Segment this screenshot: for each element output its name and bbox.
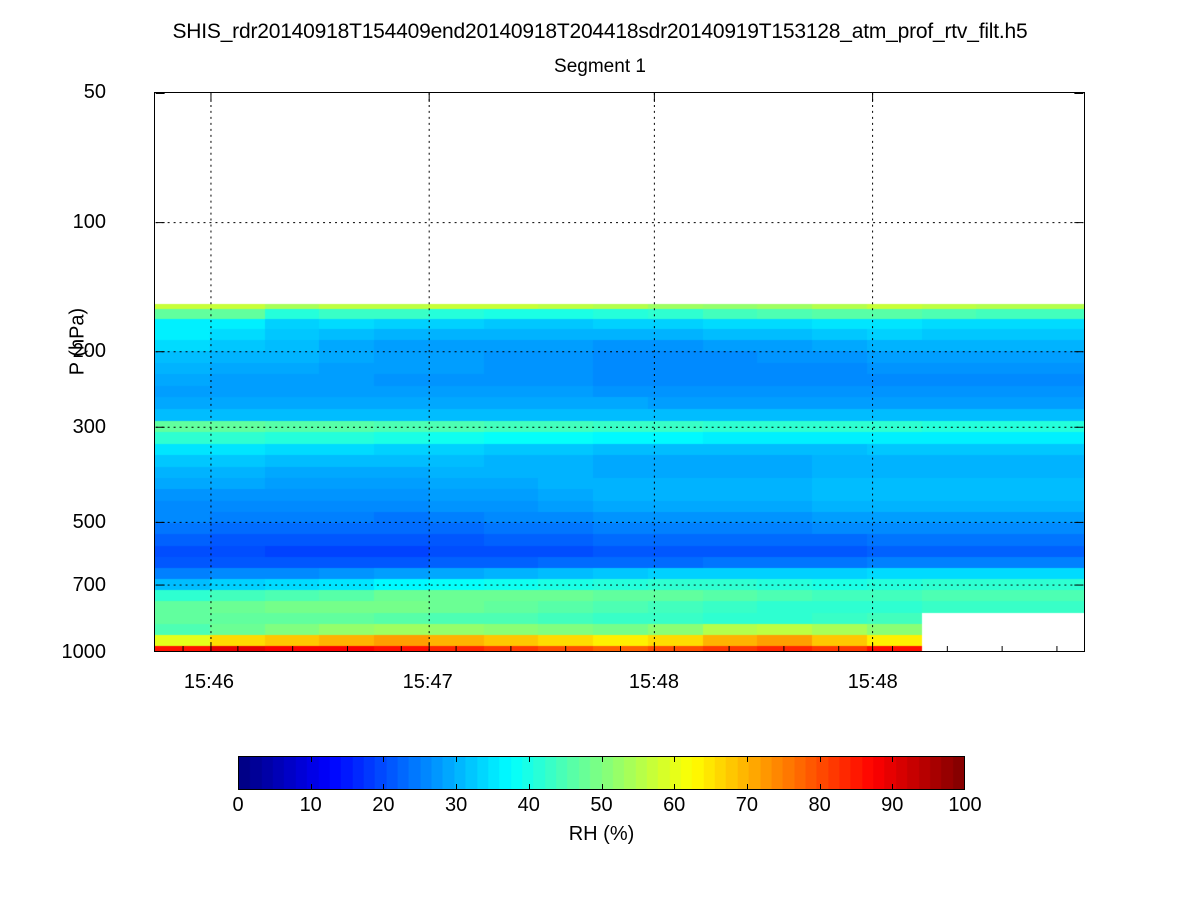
colorbar-title: RH (%) [568, 823, 635, 845]
colorbar-tick-label: 90 [881, 794, 904, 816]
x-tick-label: 15:46 [183, 671, 234, 693]
y-tick-label: 500 [72, 511, 106, 534]
colorbar-tick-label: 60 [663, 794, 686, 816]
y-tick-label: 700 [72, 574, 106, 597]
y-tick-label: 1000 [61, 641, 107, 663]
colorbar-tick-label: 40 [517, 794, 540, 816]
y-tick-label: 100 [72, 210, 106, 233]
colorbar-tick-label: 80 [808, 794, 831, 816]
colorbar-tick-label: 100 [948, 794, 982, 816]
y-tick-label: 200 [72, 340, 106, 363]
x-tick-label: 15:47 [402, 671, 453, 693]
colorbar-tick-label: 20 [372, 794, 395, 816]
y-tick-label: 50 [83, 81, 106, 103]
colorbar-tick-label: 30 [444, 794, 468, 816]
colorbar-gradient [238, 756, 965, 790]
colorbar-tick-label: 70 [735, 794, 759, 816]
colorbar-tick-label: 0 [232, 794, 244, 816]
colorbar-tick-label: 50 [590, 794, 613, 816]
heatmap-plot-area[interactable] [154, 92, 1085, 652]
x-tick-label: 15:48 [847, 671, 898, 693]
colorbar-tick-label: 10 [299, 794, 322, 816]
figure-title: SHIS_rdr20140918T154409end20140918T20441… [172, 20, 1028, 43]
heatmap-image [155, 93, 1084, 651]
figure-subtitle: Segment 1 [554, 56, 646, 77]
x-tick-label: 15:48 [628, 671, 679, 693]
colorbar[interactable] [238, 756, 965, 790]
y-tick-label: 300 [72, 415, 106, 438]
